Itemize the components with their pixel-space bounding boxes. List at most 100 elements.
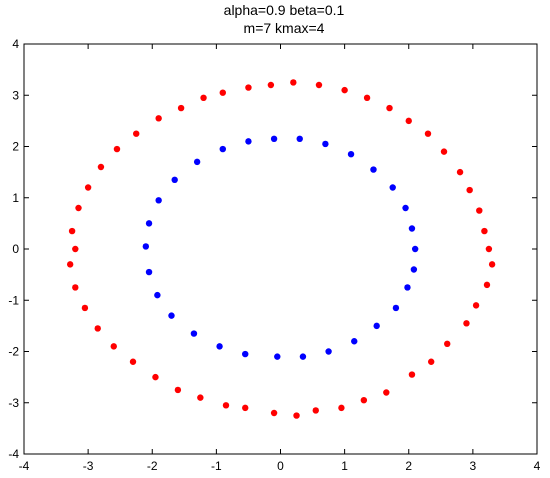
- data-point-s1-15: [270, 135, 278, 143]
- x-tick-label-1: -3: [83, 459, 94, 473]
- data-point-s0-9: [440, 148, 448, 155]
- data-point-s0-47: [68, 227, 76, 235]
- data-point-s0-27: [245, 84, 252, 91]
- x-tick-label-3: -1: [211, 459, 222, 473]
- data-point-s0-45: [75, 204, 82, 212]
- data-point-s1-28: [145, 268, 153, 276]
- data-point-s1-22: [190, 330, 198, 337]
- data-point-s0-36: [152, 373, 159, 381]
- data-point-s0-10: [444, 340, 451, 348]
- x-tick-label-8: 4: [534, 459, 541, 473]
- data-point-s0-32: [197, 394, 204, 401]
- data-point-s1-9: [347, 150, 355, 158]
- data-point-s0-33: [177, 104, 185, 112]
- data-point-s1-20: [216, 343, 223, 350]
- data-point-s1-10: [351, 338, 358, 345]
- data-point-s0-30: [222, 402, 230, 409]
- data-point-s0-26: [270, 409, 278, 417]
- data-point-s0-49: [72, 245, 79, 253]
- data-point-s1-18: [242, 350, 249, 358]
- data-point-s0-38: [129, 358, 137, 365]
- data-point-s0-43: [84, 184, 92, 191]
- x-tick-label-0: -4: [19, 459, 30, 473]
- data-point-s1-23: [171, 176, 178, 184]
- data-point-s0-15: [386, 104, 393, 112]
- y-tick-label-3: -1: [8, 293, 19, 307]
- x-tick-label-7: 3: [470, 459, 477, 473]
- data-point-s0-31: [200, 94, 207, 102]
- y-tick-label-5: 1: [12, 191, 19, 205]
- data-point-s0-19: [341, 86, 348, 94]
- data-point-s0-35: [155, 115, 162, 122]
- data-point-s0-17: [363, 94, 371, 102]
- x-tick-label-5: 1: [341, 459, 348, 473]
- data-point-s1-29: [142, 243, 150, 250]
- axes: -4 -3 -2 -1 0 1 2 3 4 -4 -3 -2 -1 0 1 2 3 4: [8, 37, 540, 473]
- data-point-s1-17: [245, 138, 252, 145]
- data-point-s1-21: [193, 158, 201, 166]
- data-point-s0-22: [312, 407, 319, 414]
- y-tick-label-8: 4: [12, 37, 19, 51]
- data-point-s1-3: [402, 204, 409, 212]
- data-point-s0-24: [293, 412, 300, 419]
- data-point-s1-27: [145, 220, 153, 227]
- chart-title-line-2: m=7 kmax=4: [244, 20, 325, 36]
- data-point-s0-25: [267, 81, 275, 89]
- data-point-s1-5: [389, 184, 396, 191]
- data-point-s1-0: [411, 245, 419, 253]
- data-point-s0-21: [315, 81, 323, 89]
- data-point-s1-19: [219, 145, 226, 153]
- data-point-s0-48: [66, 261, 74, 268]
- data-point-s0-0: [485, 245, 493, 253]
- x-tick-label-4: 0: [277, 459, 284, 473]
- data-point-s0-28: [242, 404, 249, 412]
- y-tick-label-2: -2: [8, 345, 19, 359]
- x-tick-label-6: 2: [405, 459, 412, 473]
- data-point-s0-20: [338, 404, 345, 412]
- data-point-s1-13: [296, 135, 303, 143]
- data-point-s0-13: [405, 117, 412, 125]
- plot-area: [66, 79, 496, 419]
- data-point-s1-8: [373, 322, 380, 330]
- data-point-s0-4: [483, 281, 491, 289]
- data-point-s0-44: [81, 304, 89, 312]
- data-point-s0-1: [481, 227, 488, 235]
- y-tick-label-4: 0: [12, 242, 19, 256]
- data-point-s0-12: [427, 358, 435, 365]
- data-point-s0-11: [424, 130, 432, 137]
- axes-frame: [23, 43, 538, 455]
- data-point-s1-14: [299, 353, 307, 360]
- data-point-s0-14: [408, 371, 416, 378]
- data-point-s0-6: [472, 302, 480, 309]
- data-point-s0-16: [383, 389, 390, 396]
- data-point-s1-11: [322, 140, 329, 148]
- data-point-s0-8: [463, 320, 470, 327]
- data-point-s0-7: [456, 168, 464, 176]
- data-point-s1-7: [370, 166, 377, 173]
- data-point-s0-39: [113, 145, 121, 153]
- x-tick-label-2: -2: [147, 459, 158, 473]
- data-point-s1-16: [274, 353, 281, 360]
- y-tick-label-0: -4: [8, 447, 19, 461]
- data-point-s0-18: [360, 396, 368, 404]
- data-point-s1-25: [155, 197, 162, 204]
- data-point-s0-2: [488, 261, 496, 268]
- data-point-s1-12: [325, 348, 332, 355]
- y-tick-label-7: 3: [12, 88, 19, 102]
- data-point-s0-40: [110, 343, 117, 350]
- data-point-s0-5: [466, 186, 473, 194]
- data-point-s1-4: [404, 284, 411, 291]
- chart-title-line-1: alpha=0.9 beta=0.1: [224, 2, 345, 18]
- data-point-s1-6: [392, 304, 400, 312]
- data-point-s1-2: [410, 266, 418, 273]
- data-point-s1-26: [154, 291, 161, 299]
- data-point-s0-42: [94, 325, 101, 332]
- data-point-s0-37: [133, 130, 140, 137]
- data-point-s0-41: [97, 163, 105, 171]
- y-tick-label-1: -3: [8, 396, 19, 410]
- data-point-s0-34: [174, 386, 182, 394]
- data-point-s1-1: [408, 225, 416, 232]
- data-point-s0-3: [476, 207, 483, 214]
- data-point-s0-46: [72, 284, 79, 291]
- y-tick-label-6: 2: [12, 140, 19, 154]
